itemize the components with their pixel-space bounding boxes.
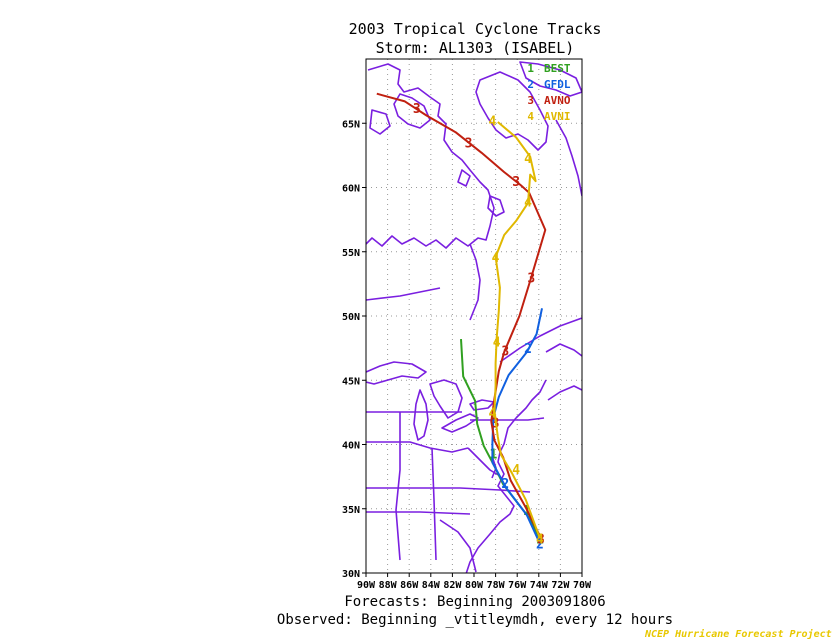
lake-erie <box>441 413 479 433</box>
legend-number: 3 <box>527 94 534 107</box>
gridlines <box>366 59 582 573</box>
coastline-hudson-bay <box>366 63 495 249</box>
coast-maine <box>515 379 547 419</box>
track-avni <box>493 121 541 539</box>
legend-label-gfdl: GFDL <box>544 78 571 91</box>
legend: 1 BEST 2 GFDL 3 AVNO 4 AVNI <box>527 62 570 123</box>
track-marker-avni: 4 <box>536 532 544 547</box>
legend-number: 1 <box>527 62 534 75</box>
y-tick-label: 65N <box>342 119 360 130</box>
x-tick-label: 78W <box>487 580 506 591</box>
observed-caption: Observed: Beginning _vtitleymdh, every 1… <box>276 612 674 628</box>
forecasts-caption: Forecasts: Beginning 2003091806 <box>344 594 606 610</box>
plot-frame <box>365 58 583 574</box>
border-ontario-quebec <box>469 243 481 321</box>
track-marker-avni: 4 <box>492 251 500 266</box>
border-states-3 <box>431 447 437 561</box>
x-tick-label: 74W <box>530 580 549 591</box>
island-north-2 <box>369 109 391 135</box>
legend-label-avno: AVNO <box>544 94 571 107</box>
track-marker-best: 1 <box>536 532 544 547</box>
lake-michigan <box>413 389 429 441</box>
track-marker-avno: 3 <box>413 102 421 117</box>
border-states-6 <box>467 447 501 477</box>
y-tick-label: 60N <box>342 184 360 195</box>
hudson-bay-islands <box>457 169 505 217</box>
track-marker-avni: 4 <box>524 196 532 211</box>
track-marker-avni: 4 <box>524 152 532 167</box>
st-lawrence <box>499 317 582 363</box>
track-gfdl <box>491 308 543 544</box>
y-tick-label: 30N <box>342 569 360 580</box>
legend-label-avni: AVNI <box>544 110 571 123</box>
chart-title: 2003 Tropical Cyclone Tracks <box>348 20 602 38</box>
legend-number: 2 <box>527 78 534 91</box>
y-tick-label: 50N <box>342 312 360 323</box>
island-north-1 <box>393 93 431 129</box>
y-tick-label: 55N <box>342 248 360 259</box>
x-tick-label: 70W <box>573 580 592 591</box>
legend-number: 4 <box>527 110 534 123</box>
x-tick-label: 84W <box>422 580 441 591</box>
x-tick-label: 76W <box>508 580 527 591</box>
legend-label-best: BEST <box>544 62 571 75</box>
x-tick-label: 86W <box>400 580 419 591</box>
track-marker-gfdl: 2 <box>524 342 532 357</box>
track-marker-best: 1 <box>490 447 498 462</box>
border-states-8 <box>439 519 477 573</box>
x-tick-label: 90W <box>357 580 376 591</box>
y-tick-label: 35N <box>342 505 360 516</box>
y-tick-label: 40N <box>342 441 360 452</box>
track-marker-avno: 3 <box>527 271 535 286</box>
border-states-2 <box>395 412 401 561</box>
axes: 90W 88W 86W 84W 82W 80W 78W 76W 74W 72W 70W 30N 35N 4… <box>342 119 592 591</box>
lake-superior <box>366 361 427 385</box>
x-tick-label: 88W <box>379 580 398 591</box>
track-marker-avno: 3 <box>501 345 509 360</box>
track-marker-avni: 4 <box>493 336 501 351</box>
track-marker-avni: 4 <box>488 406 496 421</box>
lake-ontario <box>469 399 495 411</box>
x-tick-label: 82W <box>443 580 462 591</box>
track-marker-gfdl: 2 <box>536 537 544 552</box>
border-states-5 <box>470 417 545 421</box>
labrador-coast <box>555 119 582 197</box>
track-marker-avni: 4 <box>512 463 520 478</box>
basemap <box>366 61 582 573</box>
track-marker-avni: 4 <box>488 115 496 130</box>
border-canada-west <box>366 287 441 301</box>
coastline-ungava <box>475 71 549 151</box>
border-states-1 <box>366 441 469 453</box>
border-states-4 <box>366 487 531 493</box>
track-marker-gfdl: 2 <box>501 477 509 492</box>
x-tick-label: 72W <box>551 580 570 591</box>
chart-subtitle: Storm: AL1303 (ISABEL) <box>375 39 575 57</box>
track-marker-avno: 3 <box>537 532 545 547</box>
x-tick-label: 80W <box>465 580 484 591</box>
border-states-7 <box>366 511 471 515</box>
gulf-st-lawrence <box>545 343 582 357</box>
island-north-3 <box>519 61 582 97</box>
y-tick-label: 45N <box>342 376 360 387</box>
nova-scotia <box>547 385 582 401</box>
credit-label: NCEP Hurricane Forecast Project <box>645 629 832 640</box>
atlantic-coast <box>465 417 517 573</box>
track-marker-avno: 3 <box>465 137 473 152</box>
track-marker-avno: 3 <box>512 175 520 190</box>
